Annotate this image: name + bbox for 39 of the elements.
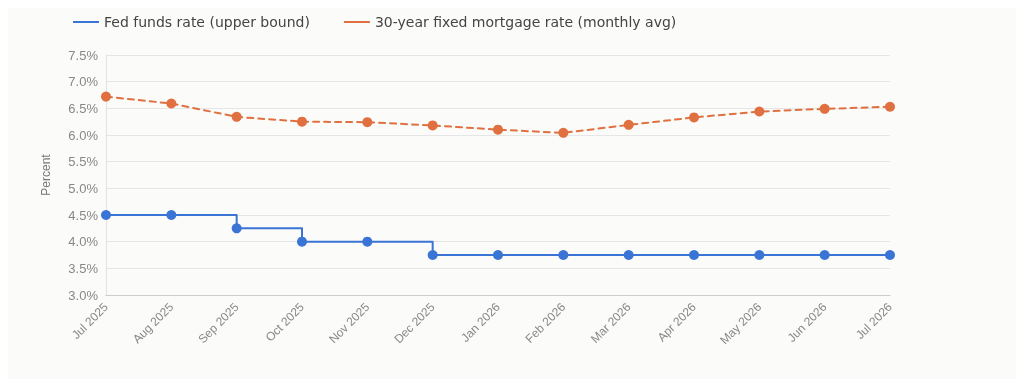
point (558, 127, 569, 138)
point (885, 250, 895, 260)
point (362, 117, 373, 128)
point (101, 91, 111, 102)
point (166, 210, 177, 220)
point (231, 223, 242, 234)
point (427, 120, 438, 131)
y-tick-label: 3.5% (68, 260, 99, 276)
y-tick-label: 4.0% (68, 234, 99, 250)
point (754, 250, 765, 260)
y-tick-label: 6.5% (68, 100, 99, 116)
y-tick-label: 5.5% (68, 154, 99, 170)
point (297, 116, 307, 127)
point (623, 119, 634, 130)
point (819, 250, 830, 260)
point (689, 112, 699, 123)
point (427, 250, 438, 260)
point (558, 250, 569, 260)
legend-label: 30-year fixed mortgage rate (monthly avg) (374, 14, 677, 30)
point (819, 103, 830, 114)
point (493, 250, 503, 260)
point (101, 210, 111, 220)
point (689, 250, 699, 260)
legend-label: Fed funds rate (upper bound) (104, 14, 310, 30)
point (623, 250, 634, 260)
point (493, 124, 503, 135)
y-tick-label: 4.5% (68, 207, 99, 223)
point (754, 106, 765, 117)
point (297, 236, 307, 247)
y-tick-label: 3.0% (68, 287, 99, 303)
point (885, 101, 895, 112)
y-axis-title: Percent (39, 153, 53, 196)
point (362, 236, 373, 247)
y-tick-label: 6.0% (68, 127, 99, 143)
point (231, 111, 242, 122)
y-tick-label: 7.0% (68, 74, 99, 90)
point (166, 98, 177, 109)
y-tick-label: 5.0% (68, 180, 99, 196)
y-tick-label: 7.5% (68, 47, 99, 63)
